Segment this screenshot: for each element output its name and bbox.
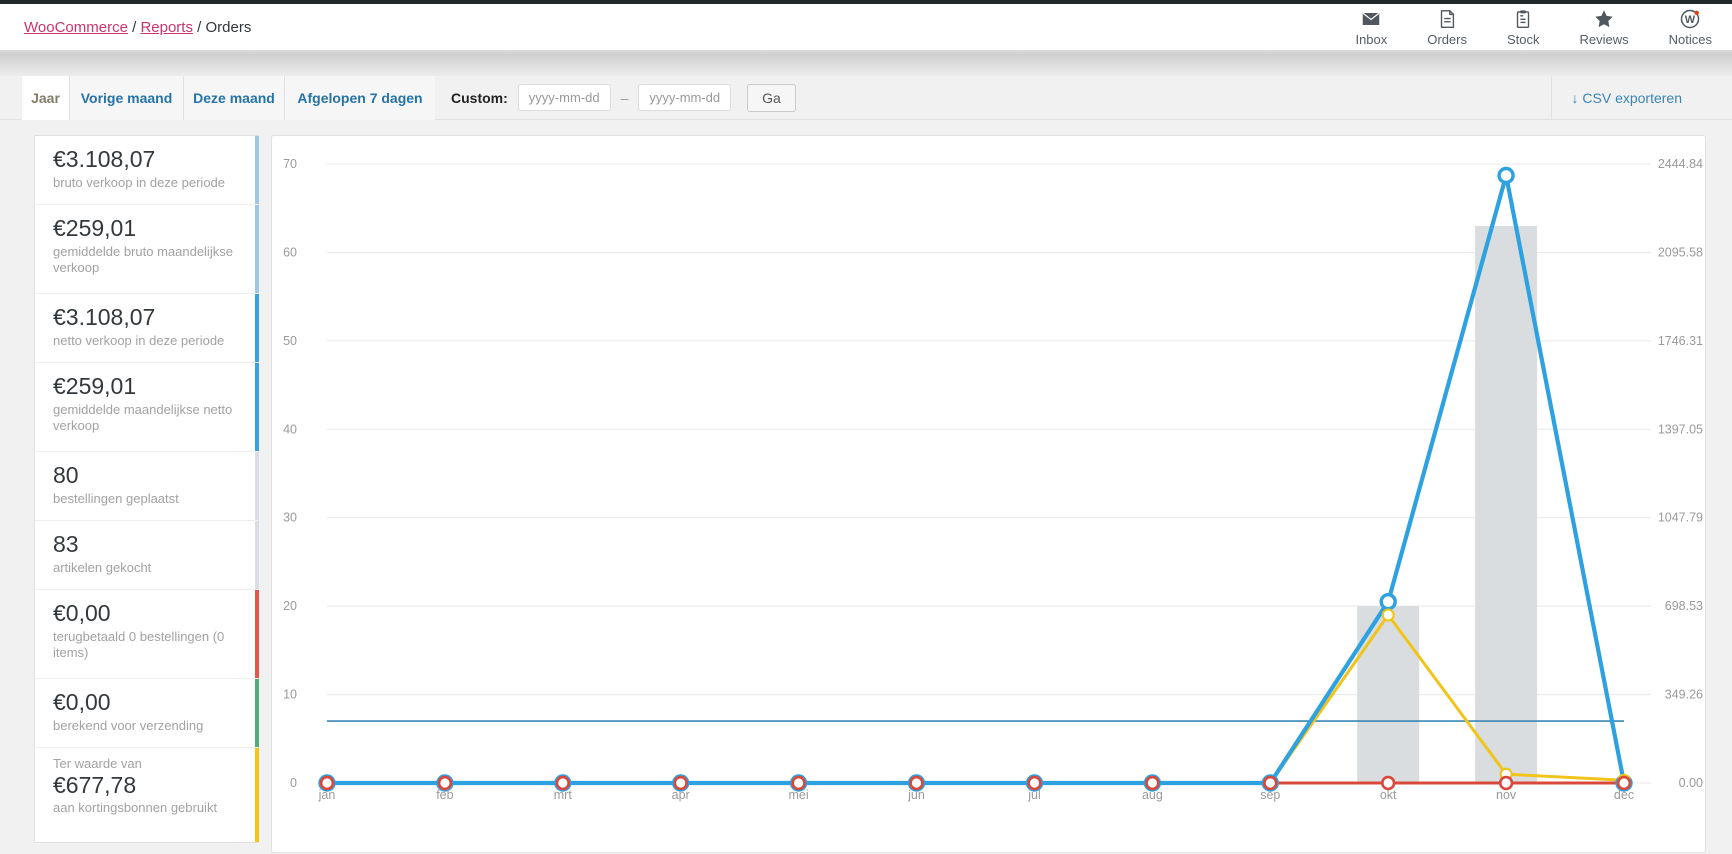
svg-text:0.00: 0.00 — [1679, 776, 1703, 790]
svg-text:mei: mei — [789, 788, 809, 802]
svg-text:30: 30 — [283, 511, 297, 525]
svg-text:0: 0 — [290, 776, 297, 790]
svg-text:feb: feb — [436, 788, 453, 802]
svg-text:dec: dec — [1614, 788, 1634, 802]
svg-text:1746.31: 1746.31 — [1658, 334, 1703, 348]
svg-text:60: 60 — [283, 245, 297, 259]
svg-text:2095.58: 2095.58 — [1658, 245, 1703, 259]
svg-text:70: 70 — [283, 157, 297, 171]
svg-text:jun: jun — [907, 788, 925, 802]
svg-text:jul: jul — [1027, 788, 1041, 802]
svg-text:apr: apr — [672, 788, 690, 802]
svg-text:nov: nov — [1496, 788, 1517, 802]
svg-text:mrt: mrt — [554, 788, 573, 802]
svg-text:2444.84: 2444.84 — [1658, 157, 1703, 171]
svg-text:okt: okt — [1380, 788, 1397, 802]
svg-text:50: 50 — [283, 334, 297, 348]
svg-text:aug: aug — [1142, 788, 1163, 802]
svg-text:jan: jan — [318, 788, 336, 802]
svg-text:40: 40 — [283, 422, 297, 436]
svg-text:20: 20 — [283, 599, 297, 613]
svg-text:349.26: 349.26 — [1665, 688, 1703, 702]
svg-text:698.53: 698.53 — [1665, 599, 1703, 613]
svg-text:1047.79: 1047.79 — [1658, 511, 1703, 525]
svg-text:10: 10 — [283, 688, 297, 702]
svg-text:sep: sep — [1260, 788, 1280, 802]
svg-text:1397.05: 1397.05 — [1658, 422, 1703, 436]
